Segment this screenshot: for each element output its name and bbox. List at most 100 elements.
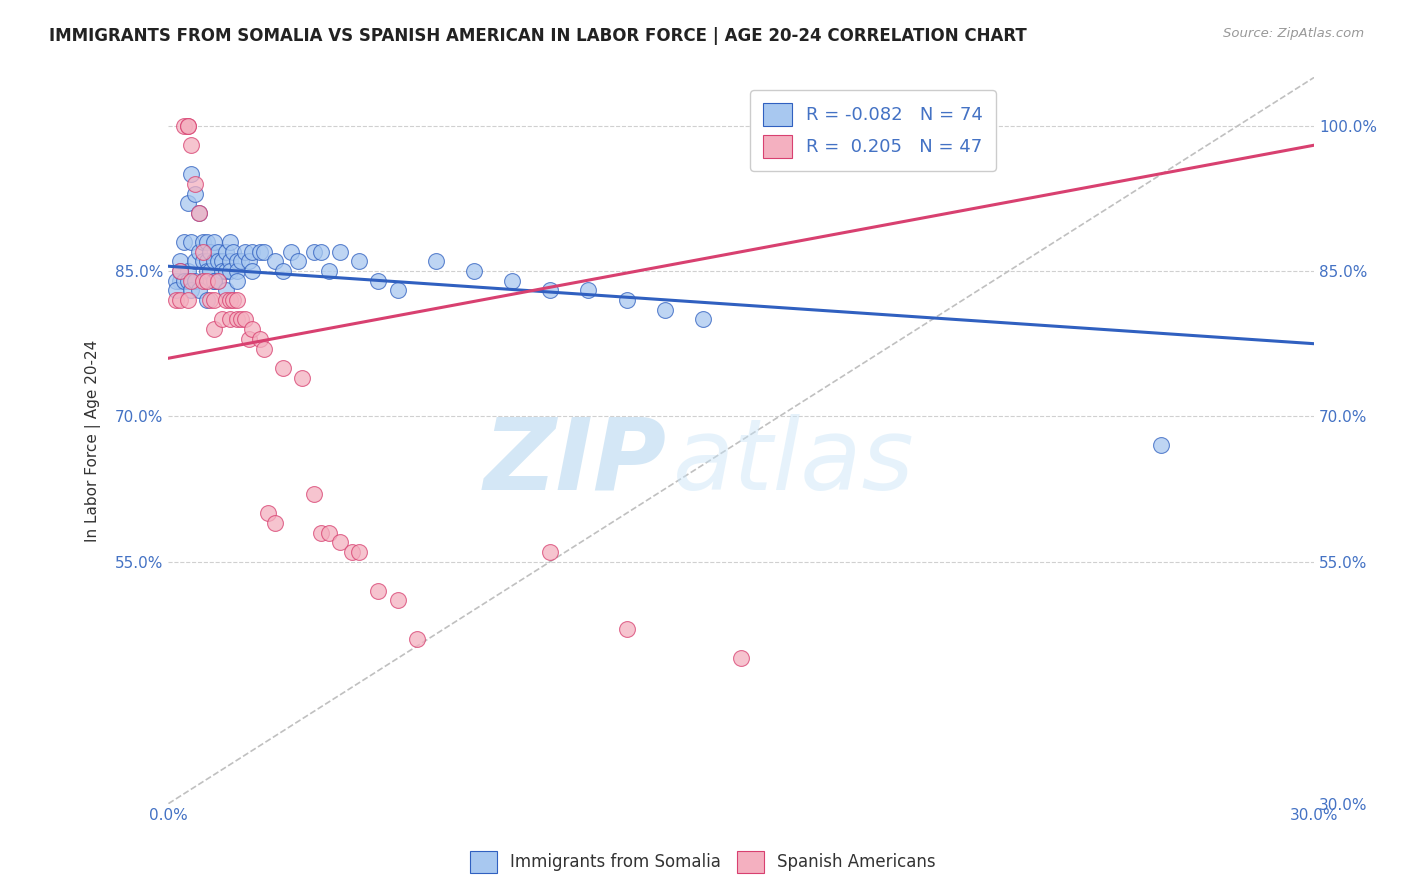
Y-axis label: In Labor Force | Age 20-24: In Labor Force | Age 20-24 — [86, 339, 101, 541]
Point — [349, 254, 371, 268]
Point — [318, 264, 340, 278]
Point — [215, 264, 238, 278]
Point — [207, 254, 229, 268]
Point — [226, 293, 249, 307]
Point — [692, 312, 714, 326]
Point — [222, 293, 245, 307]
Point — [202, 274, 225, 288]
Point — [367, 583, 389, 598]
Point — [226, 312, 249, 326]
Point — [184, 186, 207, 201]
Point — [184, 177, 207, 191]
Point — [169, 274, 191, 288]
Point — [215, 293, 238, 307]
Point — [169, 293, 191, 307]
Point — [233, 312, 256, 326]
Point — [387, 593, 409, 607]
Point — [195, 235, 218, 249]
Point — [249, 332, 271, 346]
Point — [195, 293, 218, 307]
Point — [176, 293, 198, 307]
Point — [329, 244, 352, 259]
Point — [218, 264, 240, 278]
Point — [302, 487, 325, 501]
Point — [202, 254, 225, 268]
Point — [253, 342, 276, 356]
Point — [226, 254, 249, 268]
Text: Source: ZipAtlas.com: Source: ZipAtlas.com — [1223, 27, 1364, 40]
Point — [176, 119, 198, 133]
Point — [191, 274, 214, 288]
Point — [176, 119, 198, 133]
Point — [271, 360, 294, 375]
Point — [202, 322, 225, 336]
Point — [211, 254, 233, 268]
Point — [253, 244, 276, 259]
Point — [226, 264, 249, 278]
Point — [191, 235, 214, 249]
Point — [184, 254, 207, 268]
Point — [180, 274, 202, 288]
Point — [256, 506, 278, 520]
Point — [188, 244, 211, 259]
Legend: Immigrants from Somalia, Spanish Americans: Immigrants from Somalia, Spanish America… — [463, 845, 943, 880]
Text: atlas: atlas — [672, 414, 914, 511]
Point — [229, 254, 252, 268]
Point — [242, 322, 264, 336]
Point — [195, 264, 218, 278]
Point — [191, 274, 214, 288]
Point — [195, 254, 218, 268]
Point — [173, 119, 195, 133]
Point — [405, 632, 427, 646]
Point — [169, 254, 191, 268]
Point — [616, 293, 638, 307]
Point — [218, 254, 240, 268]
Point — [302, 244, 325, 259]
Point — [238, 332, 260, 346]
Point — [730, 651, 752, 665]
Point — [616, 623, 638, 637]
Point — [207, 274, 229, 288]
Point — [202, 235, 225, 249]
Point — [309, 525, 332, 540]
Point — [191, 244, 214, 259]
Point — [180, 138, 202, 153]
Point — [249, 244, 271, 259]
Point — [215, 284, 238, 298]
Point — [211, 312, 233, 326]
Point — [165, 284, 187, 298]
Point — [191, 254, 214, 268]
Point — [188, 206, 211, 220]
Legend: R = -0.082   N = 74, R =  0.205   N = 47: R = -0.082 N = 74, R = 0.205 N = 47 — [751, 90, 995, 170]
Point — [287, 254, 309, 268]
Point — [367, 274, 389, 288]
Point — [215, 244, 238, 259]
Point — [238, 254, 260, 268]
Point — [184, 274, 207, 288]
Point — [176, 196, 198, 211]
Point — [165, 293, 187, 307]
Point — [349, 545, 371, 559]
Point — [387, 284, 409, 298]
Point — [169, 264, 191, 278]
Point — [218, 293, 240, 307]
Point — [218, 235, 240, 249]
Point — [229, 312, 252, 326]
Text: IMMIGRANTS FROM SOMALIA VS SPANISH AMERICAN IN LABOR FORCE | AGE 20-24 CORRELATI: IMMIGRANTS FROM SOMALIA VS SPANISH AMERI… — [49, 27, 1026, 45]
Point — [538, 284, 561, 298]
Point — [202, 274, 225, 288]
Point — [173, 274, 195, 288]
Point — [271, 264, 294, 278]
Point — [280, 244, 302, 259]
Point — [176, 274, 198, 288]
Point — [1150, 438, 1173, 452]
Point — [242, 264, 264, 278]
Point — [463, 264, 485, 278]
Point — [188, 206, 211, 220]
Point — [309, 244, 332, 259]
Point — [501, 274, 523, 288]
Point — [242, 244, 264, 259]
Point — [226, 274, 249, 288]
Point — [202, 293, 225, 307]
Point — [173, 235, 195, 249]
